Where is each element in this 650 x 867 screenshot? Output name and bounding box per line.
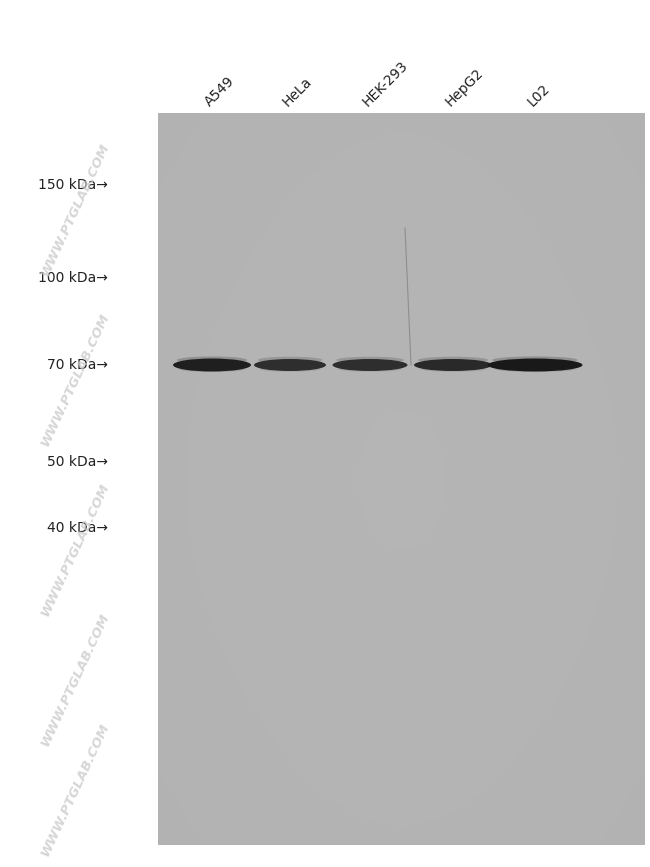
Ellipse shape bbox=[488, 358, 582, 371]
Ellipse shape bbox=[333, 359, 408, 371]
Text: WWW.PTGLAB.COM: WWW.PTGLAB.COM bbox=[38, 141, 112, 278]
Ellipse shape bbox=[177, 356, 247, 363]
Text: L02: L02 bbox=[525, 81, 553, 109]
Ellipse shape bbox=[414, 359, 492, 371]
Ellipse shape bbox=[495, 366, 575, 372]
Text: HepG2: HepG2 bbox=[443, 66, 486, 109]
Ellipse shape bbox=[338, 366, 402, 372]
Text: 70 kDa→: 70 kDa→ bbox=[47, 358, 108, 372]
Text: HeLa: HeLa bbox=[280, 75, 315, 109]
Text: WWW.PTGLAB.COM: WWW.PTGLAB.COM bbox=[38, 611, 112, 748]
Ellipse shape bbox=[254, 359, 326, 371]
Ellipse shape bbox=[259, 366, 320, 372]
Ellipse shape bbox=[492, 356, 578, 363]
Ellipse shape bbox=[257, 356, 322, 363]
Text: HEK-293: HEK-293 bbox=[360, 58, 411, 109]
Text: WWW.PTGLAB.COM: WWW.PTGLAB.COM bbox=[38, 481, 112, 619]
Ellipse shape bbox=[173, 358, 251, 371]
Text: 50 kDa→: 50 kDa→ bbox=[47, 455, 108, 469]
Text: WWW.PTGLAB.COM: WWW.PTGLAB.COM bbox=[38, 311, 112, 448]
Ellipse shape bbox=[179, 366, 245, 372]
Text: 150 kDa→: 150 kDa→ bbox=[38, 178, 108, 192]
Ellipse shape bbox=[420, 366, 486, 372]
Ellipse shape bbox=[336, 356, 404, 363]
Text: WWW.PTGLAB.COM: WWW.PTGLAB.COM bbox=[38, 721, 112, 858]
Ellipse shape bbox=[418, 356, 488, 363]
Text: A549: A549 bbox=[202, 74, 237, 109]
Text: 40 kDa→: 40 kDa→ bbox=[47, 521, 108, 535]
Text: 100 kDa→: 100 kDa→ bbox=[38, 271, 108, 285]
